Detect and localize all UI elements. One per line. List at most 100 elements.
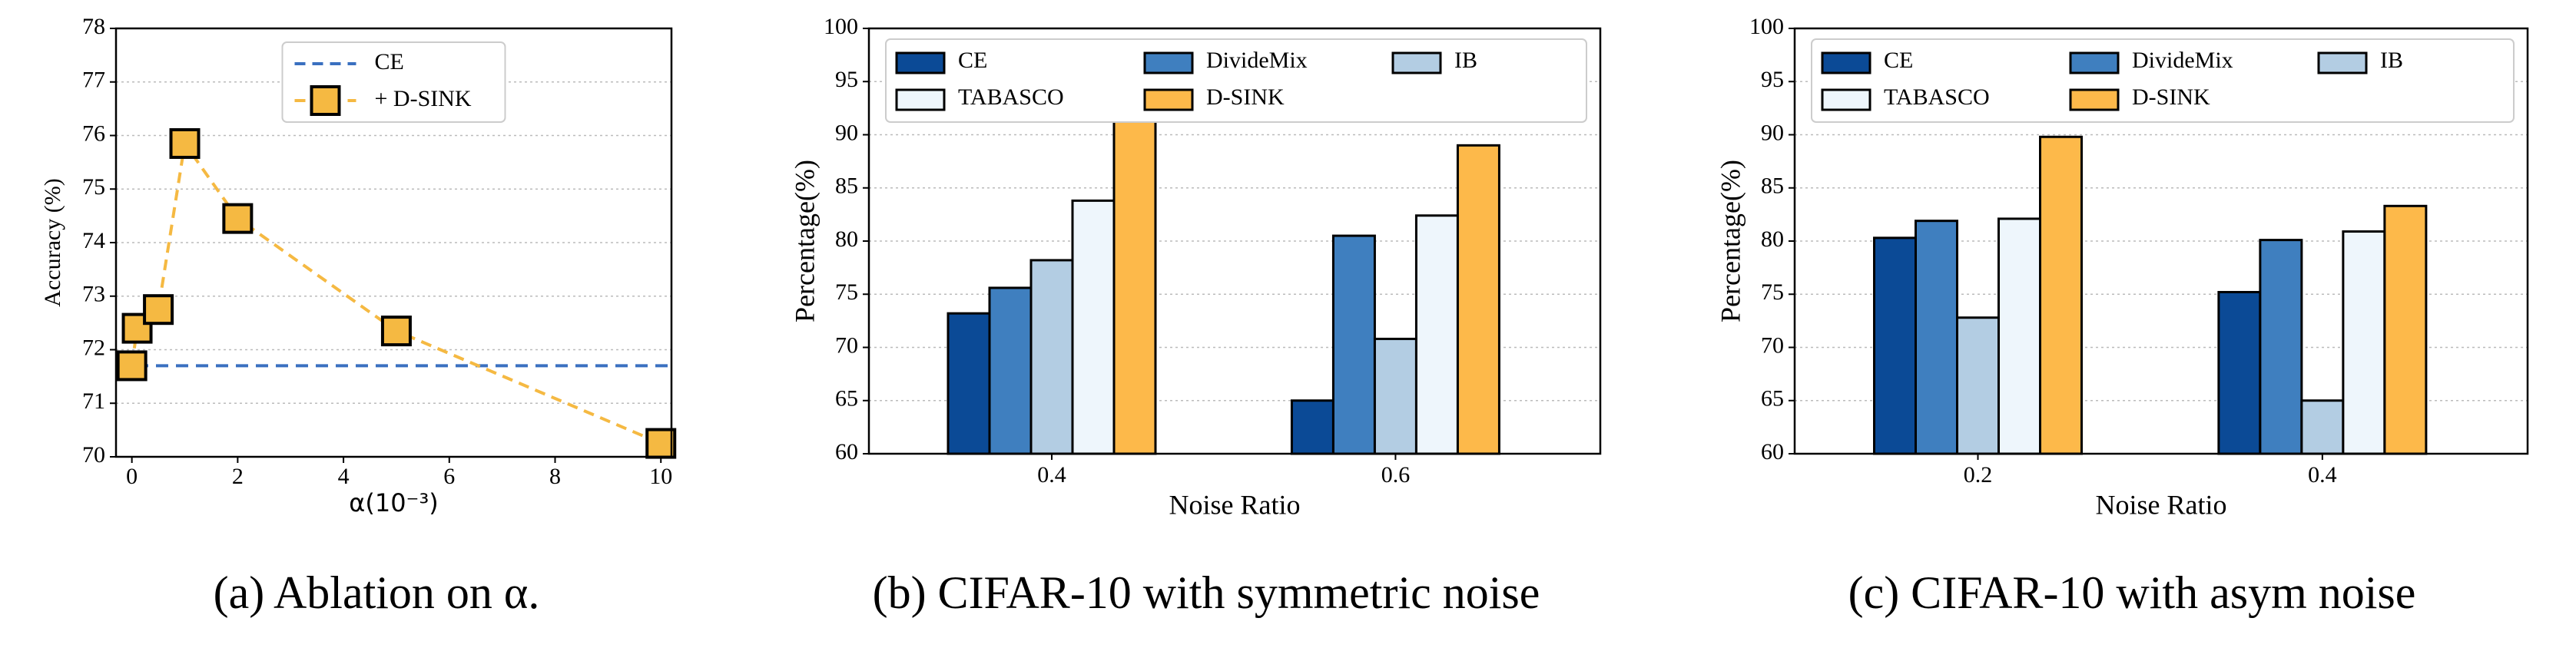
x-tick-label: 6 <box>443 464 455 489</box>
y-tick-label: 80 <box>1761 226 1784 252</box>
legend-label: D-SINK <box>2132 84 2210 110</box>
y-tick-label: 70 <box>835 332 858 358</box>
bar <box>1112 112 1157 455</box>
y-tick-label: 70 <box>1761 332 1784 358</box>
bar <box>1956 316 2000 455</box>
y-tick-label: 85 <box>1761 174 1784 199</box>
y-tick-label: 78 <box>82 14 105 39</box>
y-axis-label: Accuracy (%) <box>40 178 65 306</box>
y-tick-label: 77 <box>82 68 105 93</box>
y-tick-label: 100 <box>824 14 858 39</box>
legend-label: + D-SINK <box>375 86 472 111</box>
y-tick-label: 90 <box>1761 120 1784 145</box>
y-tick-label: 85 <box>835 174 858 199</box>
marker <box>222 203 254 234</box>
bar <box>1915 220 1958 455</box>
y-tick-label: 71 <box>82 388 105 414</box>
legend-swatch <box>1143 88 1194 111</box>
plot-frame <box>114 27 673 458</box>
x-tick-label: 4 <box>338 464 350 489</box>
caption: (c) CIFAR-10 with asym noise <box>1848 567 2416 618</box>
legend-label: CE <box>375 49 404 74</box>
marker <box>380 316 412 347</box>
x-tick-label: 8 <box>549 464 561 489</box>
x-axis-label: α(10⁻³) <box>349 488 439 517</box>
x-tick-label: 0.4 <box>1037 462 1066 488</box>
y-tick-label: 70 <box>82 442 105 468</box>
bar <box>988 286 1033 455</box>
panel: 70 71 72 73 74 75 76 77 78 Accuracy (%) α(10⁻³) (a)… <box>40 14 677 618</box>
x-tick-label: 2 <box>232 464 244 489</box>
legend-swatch <box>2069 88 2120 111</box>
marker <box>116 350 148 382</box>
y-axis-label: Percentage(%) <box>1715 160 1746 322</box>
legend-label: CE <box>958 48 987 73</box>
bar <box>2259 239 2303 455</box>
x-tick-label: 10 <box>649 464 672 489</box>
y-tick-label: 80 <box>835 226 858 252</box>
x-axis-label: Noise Ratio <box>2096 489 2227 520</box>
legend-label: DivideMix <box>1206 48 1308 73</box>
x-tick-label: 0.6 <box>1381 462 1411 488</box>
legend-swatch <box>1821 51 1871 74</box>
plot-frame <box>1793 27 2529 455</box>
y-tick-label: 75 <box>82 174 105 200</box>
bar <box>1071 199 1116 455</box>
bar <box>1456 144 1500 455</box>
marker <box>143 294 174 326</box>
bar <box>1290 399 1334 455</box>
legend-label: DivideMix <box>2132 48 2233 73</box>
bar <box>1873 236 1917 455</box>
bar <box>1331 234 1376 455</box>
y-tick-label: 95 <box>1761 67 1784 92</box>
y-tick-label: 74 <box>82 228 105 253</box>
y-tick-label: 72 <box>82 335 105 360</box>
marker <box>169 127 201 159</box>
bar <box>1997 217 2041 455</box>
legend-label: TABASCO <box>958 84 1064 110</box>
legend-marker <box>310 85 341 116</box>
caption: (a) Ablation on α. <box>214 567 540 618</box>
legend-swatch <box>895 88 946 111</box>
marker <box>645 428 677 459</box>
x-tick-label: 0 <box>126 464 138 489</box>
y-tick-label: 60 <box>1761 439 1784 464</box>
legend-label: IB <box>1454 48 1477 73</box>
y-tick-label: 65 <box>835 386 858 412</box>
legend-label: TABASCO <box>1884 84 1990 110</box>
y-tick-label: 60 <box>835 439 858 464</box>
legend-swatch <box>1821 88 1871 111</box>
bar <box>2039 135 2083 455</box>
y-tick-label: 76 <box>82 121 105 146</box>
y-tick-label: 100 <box>1749 14 1784 39</box>
bar <box>1373 337 1417 455</box>
legend-label: IB <box>2380 48 2403 73</box>
legend-swatch <box>2317 51 2368 74</box>
y-tick-label: 75 <box>1761 279 1784 305</box>
y-tick-label: 75 <box>835 279 858 305</box>
legend-swatch <box>1143 51 1194 74</box>
y-tick-label: 90 <box>835 120 858 145</box>
y-tick-label: 65 <box>1761 386 1784 412</box>
panel: 60 65 70 75 80 85 90 95 100 Percentage(%) Noise Ra… <box>1715 14 2529 618</box>
bar <box>947 312 991 455</box>
caption: (b) CIFAR-10 with symmetric noise <box>873 567 1540 618</box>
y-axis-label: Percentage(%) <box>789 160 820 322</box>
legend-swatch <box>1391 51 1442 74</box>
panel: 60 65 70 75 80 85 90 95 100 Percentage(%) Noise Ra… <box>789 14 1602 618</box>
legend-swatch <box>895 51 946 74</box>
y-tick-label: 73 <box>82 282 105 307</box>
x-tick-label: 0.2 <box>1964 462 1993 488</box>
bar <box>1414 214 1459 455</box>
y-tick-label: 95 <box>835 67 858 92</box>
legend-label: CE <box>1884 48 1913 73</box>
x-tick-label: 0.4 <box>2308 462 2337 488</box>
legend-label: D-SINK <box>1206 84 1285 110</box>
bar <box>2342 230 2386 455</box>
bar <box>2383 204 2428 455</box>
plot-frame <box>867 27 1602 455</box>
bar <box>2300 399 2345 455</box>
x-axis-label: Noise Ratio <box>1169 489 1301 520</box>
bar <box>2217 290 2262 455</box>
bar <box>1029 259 1074 455</box>
